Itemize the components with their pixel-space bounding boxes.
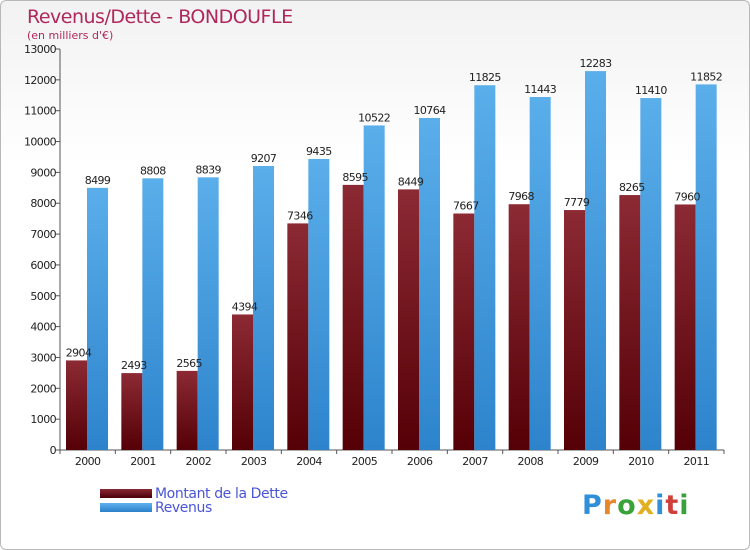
bar-revenus-2002: [197, 177, 219, 451]
bar-revenus-2001: [142, 178, 164, 451]
chart-title: Revenus/Dette - BONDOUFLE: [27, 6, 293, 28]
data-label-revenus-2003: 9207: [251, 152, 277, 165]
x-tick-label: 2002: [186, 455, 212, 468]
data-label-revenus-2006: 10764: [414, 104, 447, 117]
bar-dette-2008: [508, 204, 530, 450]
y-tick-label: 9000: [30, 166, 56, 179]
bar-dette-2004: [287, 223, 309, 450]
data-label-revenus-2009: 12283: [580, 57, 613, 70]
data-label-dette-2003: 4394: [232, 300, 258, 313]
logo-letter: x: [636, 490, 656, 521]
bar-dette-2003: [232, 314, 253, 450]
bar-revenus-2009: [585, 71, 606, 450]
data-label-dette-2000: 2904: [66, 346, 92, 359]
data-label-revenus-2008: 11443: [524, 83, 557, 96]
data-label-dette-2006: 8449: [398, 175, 424, 188]
legend-swatch-revenus: [100, 503, 152, 512]
data-label-dette-2007: 7667: [453, 200, 479, 213]
data-label-revenus-2001: 8808: [140, 164, 166, 177]
legend-label-revenus: Revenus: [155, 500, 212, 516]
y-tick-label: 4000: [30, 321, 56, 334]
y-tick-label: 12000: [24, 74, 57, 87]
y-tick-label: 5000: [30, 290, 56, 303]
y-axis: 0 1000 2000 3000 4000 5000 6000 7000 8000 9000 100…: [24, 43, 61, 457]
x-tick-label: 2008: [518, 455, 544, 468]
logo-letter: o: [617, 490, 637, 521]
data-label-dette-2005: 8595: [342, 171, 368, 184]
bar-revenus-2005: [363, 125, 385, 450]
bar-revenus-2011: [695, 84, 717, 451]
bar-dette-2001: [121, 373, 143, 450]
x-tick-label: 2001: [130, 455, 156, 468]
data-label-dette-2001: 2493: [121, 359, 147, 372]
y-tick-label: 8000: [30, 197, 56, 210]
x-tick-label: 2003: [241, 455, 267, 468]
y-tick-label: 10000: [24, 136, 57, 149]
y-tick-label: 13000: [24, 43, 57, 56]
x-tick-label: 2006: [407, 455, 433, 468]
x-tick-label: 2007: [462, 455, 488, 468]
bar-revenus-2008: [529, 97, 551, 450]
data-label-dette-2002: 2565: [176, 357, 202, 370]
y-tick-label: 1000: [30, 413, 56, 426]
data-label-revenus-2010: 11410: [635, 84, 668, 97]
y-tick-label: 11000: [24, 105, 57, 118]
bar-revenus-2006: [419, 117, 440, 451]
x-axis: 2000 2001 2002 2003 2004 2005 2006 2007 2008 2009…: [59, 449, 725, 468]
logo-letter: i: [679, 490, 690, 521]
x-tick-label: 2004: [296, 455, 322, 468]
chart-subtitle: (en milliers d'€): [27, 29, 114, 42]
y-tick-label: 0: [50, 444, 57, 457]
bar-revenus-2003: [253, 165, 274, 451]
bar-revenus-2004: [308, 158, 330, 450]
bar-dette-2010: [619, 195, 641, 450]
bar-dette-2005: [342, 184, 364, 450]
bar-revenus-2000: [87, 187, 108, 450]
data-label-revenus-2007: 11825: [469, 71, 502, 84]
data-label-dette-2010: 8265: [619, 181, 645, 194]
x-tick-label: 2009: [573, 455, 599, 468]
bar-revenus-2007: [474, 85, 496, 450]
data-label-dette-2009: 7779: [564, 196, 590, 209]
data-label-dette-2004: 7346: [287, 209, 313, 222]
logo-letter: i: [655, 490, 666, 521]
data-label-revenus-2002: 8839: [195, 163, 221, 176]
logo-letter: r: [602, 490, 618, 521]
x-tick-label: 2010: [628, 455, 654, 468]
bar-revenus-2010: [640, 98, 662, 451]
data-label-revenus-2011: 11852: [690, 70, 722, 83]
logo-letter: P: [582, 490, 603, 521]
x-tick-label: 2005: [352, 455, 378, 468]
y-tick-label: 7000: [30, 228, 56, 241]
bars: [66, 71, 717, 451]
proxiti-logo: Proxiti: [582, 490, 690, 521]
data-label-revenus-2000: 8499: [85, 174, 111, 187]
bar-dette-2000: [66, 360, 87, 450]
bar-dette-2007: [453, 213, 475, 450]
legend-swatch-dette: [100, 489, 152, 498]
x-tick-label: 2011: [684, 455, 710, 468]
logo-letter: t: [665, 490, 680, 521]
x-tick-label: 2000: [75, 455, 101, 468]
data-labels: 2904 8499 2493 8808 2565 8839 4394 9207 7346 9435…: [66, 57, 723, 372]
bar-dette-2011: [674, 204, 696, 450]
data-label-revenus-2005: 10522: [358, 111, 390, 124]
y-tick-label: 3000: [30, 351, 56, 364]
bar-dette-2002: [176, 370, 198, 450]
legend-label-dette: Montant de la Dette: [155, 486, 288, 502]
bar-dette-2006: [398, 189, 419, 450]
y-tick-label: 2000: [30, 382, 56, 395]
bar-dette-2009: [564, 210, 585, 450]
data-label-revenus-2004: 9435: [306, 145, 332, 158]
data-label-dette-2008: 7968: [508, 190, 534, 203]
y-tick-label: 6000: [30, 259, 56, 272]
data-label-dette-2011: 7960: [674, 190, 700, 203]
